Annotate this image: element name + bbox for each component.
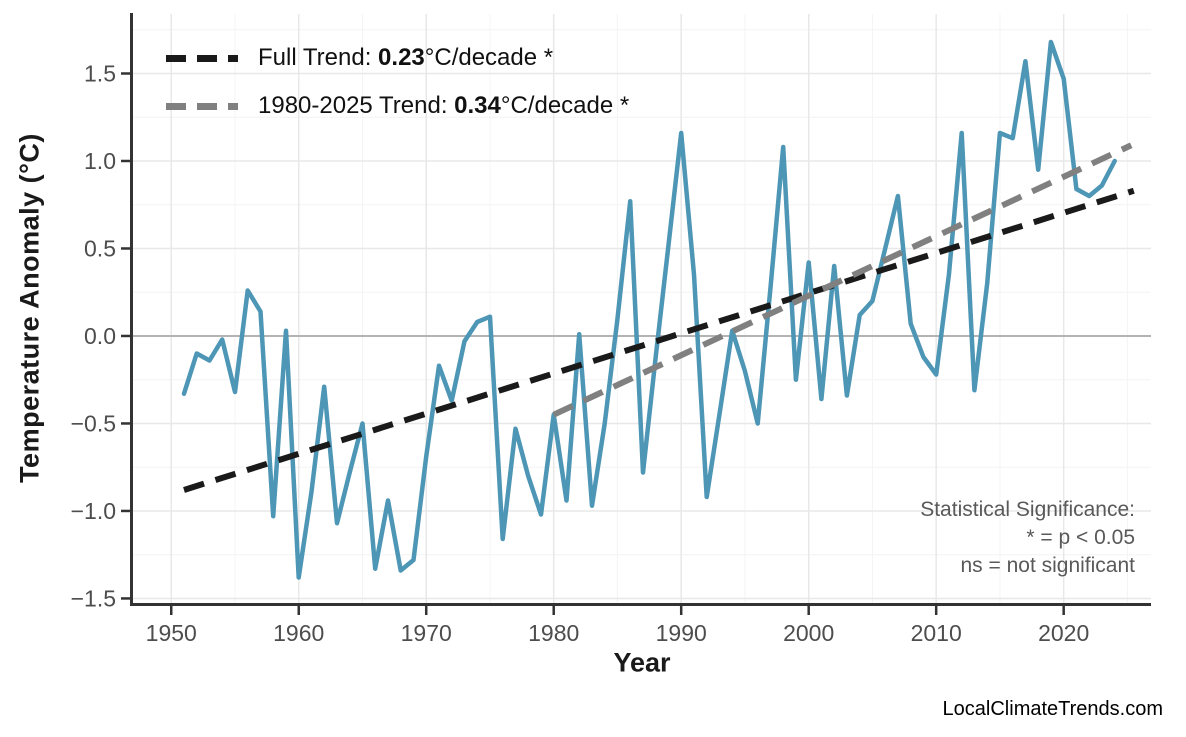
legend-item-full-trend: Full Trend: 0.23°C/decade * xyxy=(166,43,553,73)
x-tick-label: 2020 xyxy=(1038,620,1089,646)
significance-note-ns: ns = not significant xyxy=(960,554,1135,577)
x-tick-label: 1950 xyxy=(146,620,197,646)
significance-note: Statistical Significance: * = p < 0.05 n… xyxy=(920,496,1135,580)
x-axis-title: Year xyxy=(613,647,671,678)
recent-trend-dash-swatch xyxy=(166,102,238,110)
x-tick-label: 1980 xyxy=(528,620,579,646)
y-tick-label: 1.5 xyxy=(84,60,116,86)
legend-item-recent-trend: 1980-2025 Trend: 0.34°C/decade * xyxy=(166,91,629,121)
x-tick-label: 2000 xyxy=(783,620,834,646)
y-tick-label: −0.5 xyxy=(71,410,116,436)
y-tick-label: 1.0 xyxy=(84,148,116,174)
y-tick-label: 0.5 xyxy=(84,235,116,261)
y-axis-title: Temperature Anomaly (°C) xyxy=(14,133,45,483)
x-tick-label: 1970 xyxy=(401,620,452,646)
full-trend-line xyxy=(183,187,1135,493)
significance-note-star: * = p < 0.05 xyxy=(1026,526,1135,549)
x-tick-label: 1990 xyxy=(656,620,707,646)
x-tick-label: 1960 xyxy=(273,620,324,646)
recent-trend-line xyxy=(552,142,1133,418)
temperature-series-line xyxy=(181,39,1117,580)
y-tick-label: −1.0 xyxy=(71,498,116,524)
legend-label-recent-trend: 1980-2025 Trend: 0.34°C/decade * xyxy=(258,92,630,119)
full-trend-dash-swatch xyxy=(166,54,238,62)
legend-label-full-trend: Full Trend: 0.23°C/decade * xyxy=(258,44,554,71)
y-tick-label: 0.0 xyxy=(84,323,116,349)
x-tick-label: 2010 xyxy=(911,620,962,646)
y-tick-label: −1.5 xyxy=(71,585,116,611)
watermark: LocalClimateTrends.com xyxy=(942,698,1163,720)
significance-note-title: Statistical Significance: xyxy=(920,498,1135,521)
